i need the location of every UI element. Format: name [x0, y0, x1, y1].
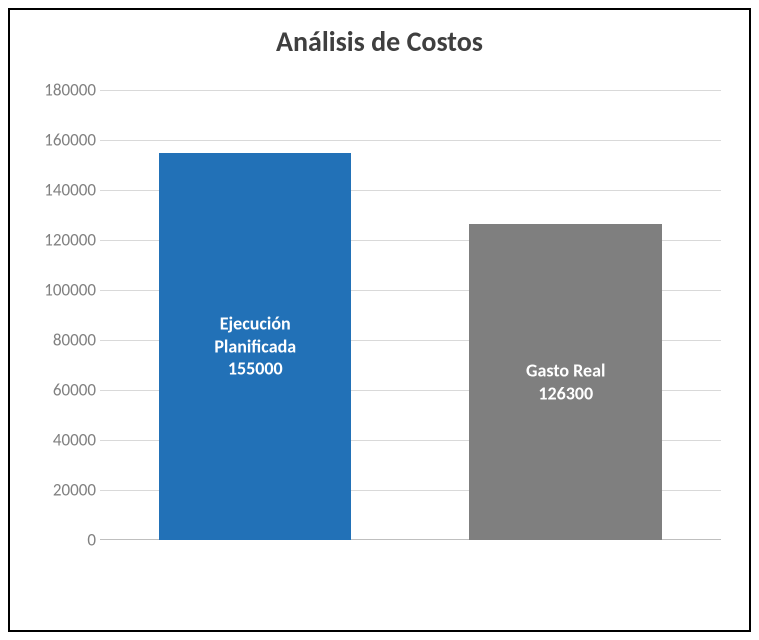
bar-label: EjecuciónPlanificada155000	[159, 313, 352, 381]
bar: EjecuciónPlanificada155000	[159, 153, 352, 541]
bar-label: Gasto Real126300	[469, 360, 662, 405]
y-axis: 0200004000060000800001000001200001400001…	[10, 90, 100, 540]
y-tick-label: 60000	[53, 380, 96, 401]
gridline	[100, 140, 721, 141]
chart-title: Análisis de Costos	[10, 10, 749, 59]
chart-frame: Análisis de Costos EjecuciónPlanificada1…	[8, 8, 751, 632]
y-tick-label: 140000	[44, 180, 96, 201]
gridline	[100, 90, 721, 91]
y-tick-label: 100000	[44, 280, 96, 301]
y-tick-label: 0	[87, 530, 96, 551]
y-tick-label: 40000	[53, 430, 96, 451]
y-tick-label: 160000	[44, 130, 96, 151]
chart-outer: Análisis de Costos EjecuciónPlanificada1…	[0, 0, 759, 640]
y-tick-label: 120000	[44, 230, 96, 251]
y-tick-label: 180000	[44, 80, 96, 101]
y-tick-label: 80000	[53, 330, 96, 351]
y-tick-label: 20000	[53, 480, 96, 501]
bar: Gasto Real126300	[469, 224, 662, 540]
plot-area-wrap: EjecuciónPlanificada155000 Gasto Real1263…	[100, 90, 721, 540]
plot-area: EjecuciónPlanificada155000 Gasto Real1263…	[100, 90, 721, 540]
